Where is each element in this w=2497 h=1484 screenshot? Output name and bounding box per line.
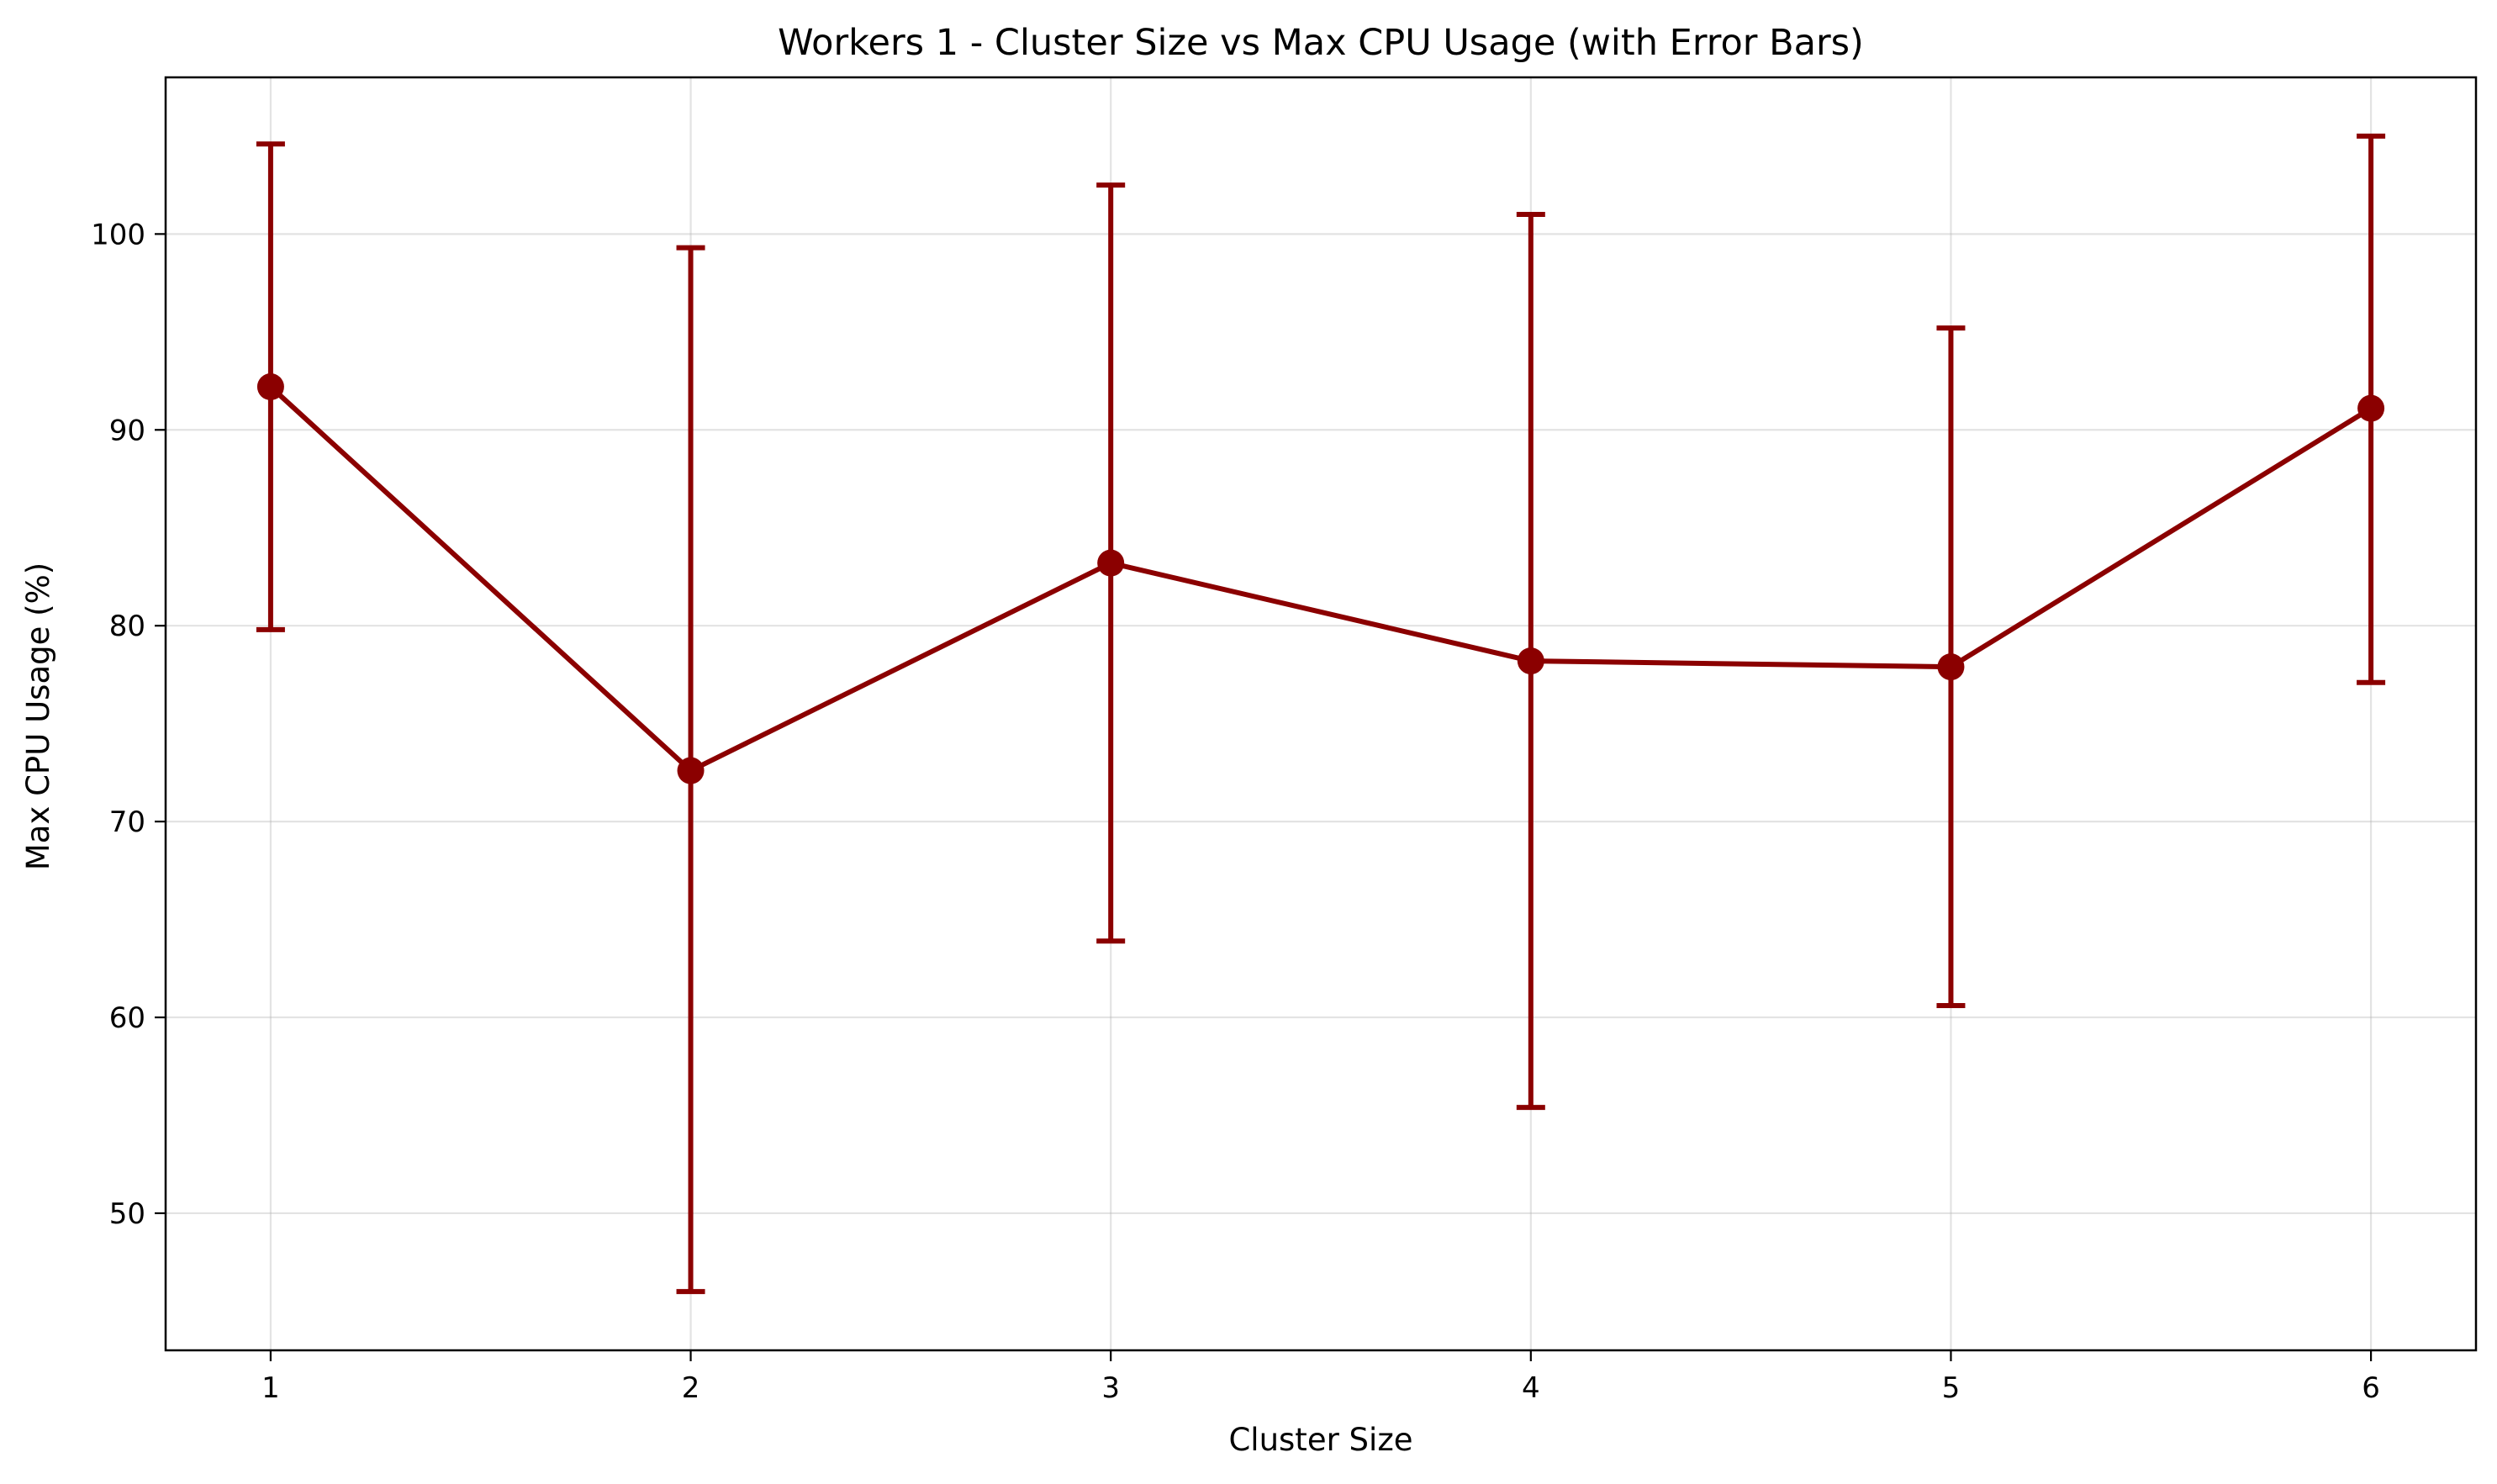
y-tick-label: 70 (109, 805, 145, 839)
data-point (1517, 647, 1544, 675)
y-tick-label: 80 (109, 610, 145, 643)
chart-title: Workers 1 - Cluster Size vs Max CPU Usag… (778, 22, 1864, 64)
x-tick-label: 4 (1522, 1371, 1540, 1405)
data-point (2357, 394, 2385, 422)
x-tick-label: 1 (261, 1371, 280, 1405)
y-tick-label: 100 (91, 218, 145, 251)
series-line (268, 384, 2373, 774)
data-point (1097, 549, 1125, 577)
data-point (1937, 653, 1965, 681)
y-axis: 50 60 70 80 90 100 (91, 218, 166, 1231)
x-tick-label: 2 (682, 1371, 700, 1405)
data-point (677, 757, 705, 784)
x-tick-label: 5 (1942, 1371, 1961, 1405)
y-tick-label: 60 (109, 1001, 145, 1035)
plot-frame (164, 76, 2478, 1352)
x-tick-label: 6 (2362, 1371, 2380, 1405)
y-tick-label: 50 (109, 1197, 145, 1231)
x-axis: 1 2 3 4 5 6 (261, 1350, 2380, 1405)
x-axis-label: Cluster Size (1228, 1422, 1412, 1458)
x-tick-label: 3 (1101, 1371, 1120, 1405)
y-axis-label: Max CPU Usage (%) (20, 562, 56, 870)
data-points (256, 373, 2385, 784)
data-point (256, 373, 284, 401)
y-tick-label: 90 (109, 414, 145, 447)
plot-area (164, 76, 2478, 1352)
